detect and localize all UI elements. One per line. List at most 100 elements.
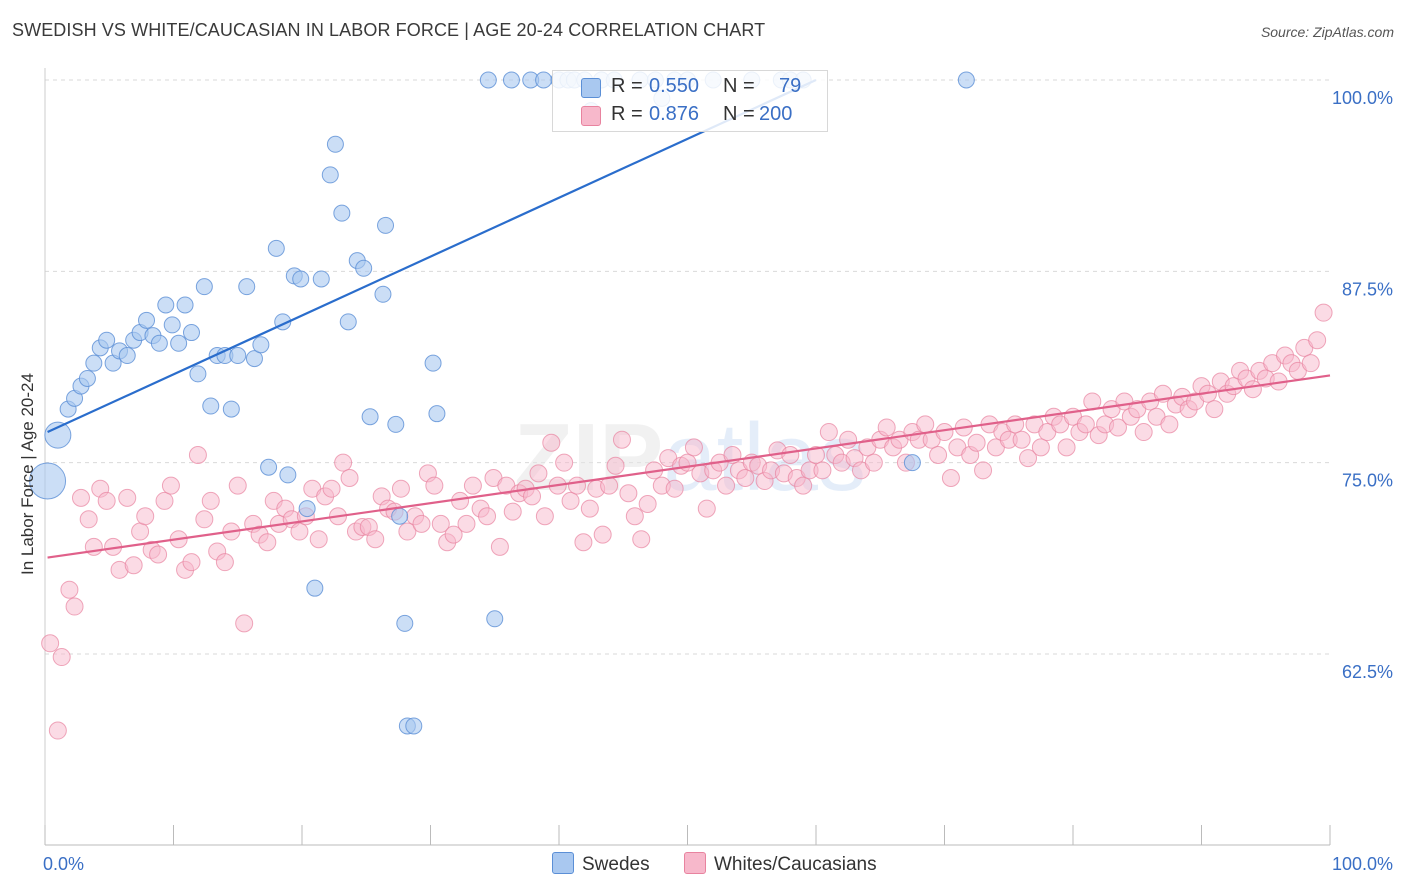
swede-point [903, 454, 921, 472]
white-caucasian-point [124, 556, 143, 575]
swede-point [298, 500, 316, 518]
white-caucasian-point [1205, 400, 1224, 419]
legend-row-whites: R = 0.876 N = 200 [553, 102, 827, 128]
white-caucasian-point [340, 468, 359, 487]
series-swatch-swedes [552, 852, 574, 874]
swede-point [428, 405, 446, 423]
white-caucasian-point [813, 461, 832, 480]
swede-point [182, 324, 200, 342]
white-caucasian-point [215, 553, 234, 572]
white-caucasian-point [444, 525, 463, 544]
white-caucasian-point [1019, 449, 1038, 468]
swede-point [339, 313, 357, 331]
white-caucasian-point [819, 423, 838, 442]
white-caucasian-point [717, 476, 736, 495]
whites-caucasians-points [41, 303, 1333, 740]
swede-point [245, 350, 263, 368]
x-tick-label-max: 100.0% [1332, 854, 1393, 874]
white-caucasian-point [665, 479, 684, 498]
white-caucasian-point [593, 525, 612, 544]
swede-point [229, 347, 247, 365]
y-tick-label: 62.5% [1342, 662, 1393, 682]
swede-point [502, 71, 520, 89]
swede-point [170, 334, 188, 352]
white-caucasian-point [235, 614, 254, 633]
x-tick-label-min: 0.0% [43, 854, 84, 874]
swedes-points [29, 71, 975, 735]
swede-point [292, 270, 310, 288]
legend-n-label: N = [723, 103, 755, 125]
white-caucasian-point [258, 533, 277, 552]
series-label-swedes: Swedes [582, 854, 650, 875]
series-label-whites: Whites/Caucasians [714, 854, 877, 875]
swede-point [361, 408, 379, 426]
white-caucasian-point [65, 597, 84, 616]
legend-swatch-whites [581, 106, 601, 126]
white-caucasian-point [529, 464, 548, 483]
y-tick-label: 100.0% [1332, 88, 1393, 108]
white-caucasian-point [567, 476, 586, 495]
stats-legend: R = 0.550 N = 79 R = 0.876 N = 200 [552, 70, 828, 132]
series-swatch-whites [684, 852, 706, 874]
white-caucasian-point [398, 522, 417, 541]
white-caucasian-point [574, 533, 593, 552]
white-caucasian-point [1057, 438, 1076, 457]
white-caucasian-point [366, 530, 385, 549]
white-caucasian-point [1301, 354, 1320, 373]
white-caucasian-point [188, 446, 207, 465]
swede-point [479, 71, 497, 89]
white-caucasian-point [48, 721, 67, 740]
swede-point [374, 285, 392, 303]
legend-r-value: 0.876 [649, 103, 700, 125]
white-caucasian-point [1160, 415, 1179, 434]
white-caucasian-point [580, 499, 599, 518]
white-caucasian-point [535, 507, 554, 526]
swede-point [176, 296, 194, 314]
swede-point [238, 278, 256, 296]
white-caucasian-point [322, 479, 341, 498]
white-caucasian-point [864, 453, 883, 472]
legend-n-value: 79 [779, 75, 802, 97]
white-caucasian-point [606, 456, 625, 475]
white-caucasian-point [1314, 303, 1333, 322]
white-caucasian-point [929, 446, 948, 465]
tick-labels: 62.5% 75.0% 87.5% 100.0% 0.0% 100.0% [43, 88, 1393, 874]
white-caucasian-point [391, 479, 410, 498]
swede-point [85, 354, 103, 372]
series-legend-whites: Whites/Caucasians [684, 852, 877, 878]
swede-point [157, 296, 175, 314]
swede-point [279, 466, 297, 484]
white-caucasian-point [974, 461, 993, 480]
swede-point [78, 369, 96, 387]
white-caucasian-point [781, 446, 800, 465]
white-caucasian-point [612, 430, 631, 449]
white-caucasian-point [431, 514, 450, 533]
white-caucasian-point [41, 634, 60, 653]
swede-point [44, 421, 72, 449]
white-caucasian-point [60, 580, 79, 599]
white-caucasian-point [131, 522, 150, 541]
swede-point [163, 316, 181, 334]
white-caucasian-point [136, 507, 155, 526]
legend-row-swedes: R = 0.550 N = 79 [553, 74, 827, 100]
legend-r-value: 0.550 [649, 75, 700, 97]
axes [44, 68, 1331, 846]
white-caucasian-point [195, 510, 214, 529]
swede-point [535, 71, 553, 89]
white-caucasian-point [149, 545, 168, 564]
swede-point [396, 614, 414, 632]
swede-point [391, 507, 409, 525]
swede-point [252, 336, 270, 354]
swede-point [486, 610, 504, 628]
white-caucasian-point [161, 476, 180, 495]
white-caucasian-point [697, 499, 716, 518]
legend-r-label: R = [611, 75, 643, 97]
white-caucasian-point [542, 433, 561, 452]
swede-point [321, 166, 339, 184]
series-legend-swedes: Swedes [552, 852, 650, 878]
white-caucasian-point [463, 476, 482, 495]
white-caucasian-point [425, 476, 444, 495]
white-caucasian-point [807, 446, 825, 465]
white-caucasian-point [71, 488, 90, 507]
